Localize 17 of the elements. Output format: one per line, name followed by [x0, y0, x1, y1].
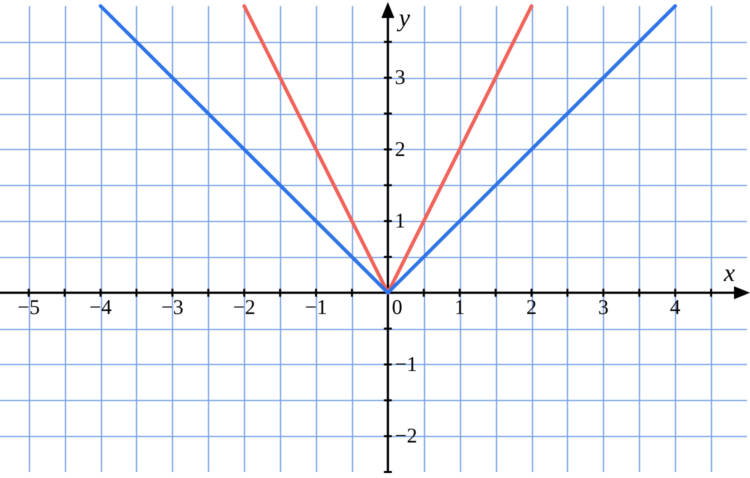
- x-tick-label: 0: [392, 294, 402, 319]
- y-axis-title: y: [396, 5, 411, 32]
- x-tick-label: −1: [304, 294, 328, 319]
- x-tick-label: 4: [670, 294, 681, 319]
- x-tick-label: −5: [18, 294, 40, 319]
- x-tick-label: −4: [89, 294, 112, 319]
- x-tick-label: 1: [454, 294, 465, 319]
- y-tick-label: 3: [394, 65, 406, 90]
- y-tick-label: 2: [394, 136, 406, 161]
- x-tick-label: 3: [598, 294, 609, 319]
- y-tick-label: −1: [394, 352, 418, 376]
- x-tick-label: 2: [526, 294, 537, 319]
- x-axis-title: x: [722, 260, 735, 287]
- x-tick-label: −2: [233, 294, 256, 319]
- y-tick-label: −2: [394, 424, 418, 448]
- x-tick-label: −3: [161, 294, 184, 319]
- y-tick-label: 1: [394, 208, 406, 233]
